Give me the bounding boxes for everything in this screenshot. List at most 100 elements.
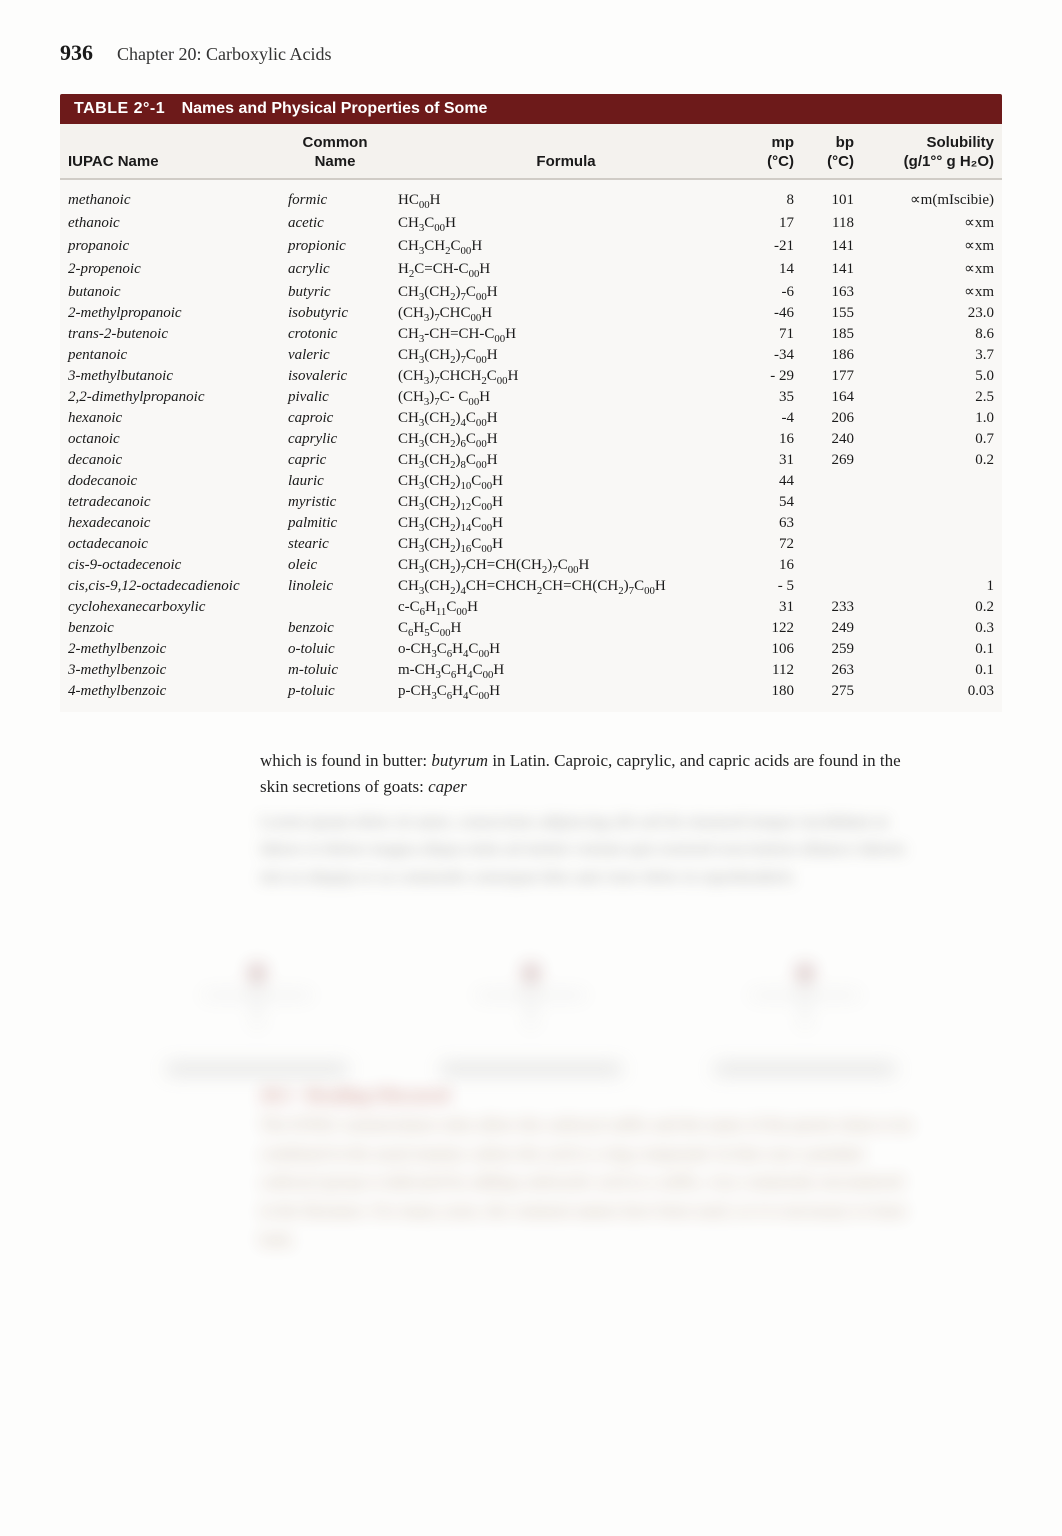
- cell-common: caproic: [280, 408, 390, 429]
- obscured-text-1: Lorem ipsum dolor sit amet, consectetur …: [260, 808, 920, 890]
- cell-bp: 269: [802, 450, 862, 471]
- cell-iupac: methanoic: [60, 179, 280, 211]
- cell-formula: CH3(CH2)14C00H: [390, 513, 742, 534]
- cell-formula: CH3(CH2)10C00H: [390, 471, 742, 492]
- cell-common: caprylic: [280, 429, 390, 450]
- cell-common: stearic: [280, 534, 390, 555]
- cell-mp: 180: [742, 681, 802, 712]
- table-row: methanoicformicHC00H8101∝m(mIscibie): [60, 179, 1002, 211]
- cell-mp: 16: [742, 429, 802, 450]
- cell-iupac: pentanoic: [60, 345, 280, 366]
- cell-mp: -34: [742, 345, 802, 366]
- cell-common: linoleic: [280, 576, 390, 597]
- cell-mp: - 29: [742, 366, 802, 387]
- cell-iupac: 2,2-dimethylpropanoic: [60, 387, 280, 408]
- cell-iupac: hexadecanoic: [60, 513, 280, 534]
- cell-common: myristic: [280, 492, 390, 513]
- table-row: 2,2-dimethylpropanoicpivalic(CH3)7C- C00…: [60, 387, 1002, 408]
- cell-bp: [802, 576, 862, 597]
- cell-iupac: 4-methylbenzoic: [60, 681, 280, 712]
- obscured-structure: [715, 940, 895, 1050]
- table-row: propanoicpropionicCH3CH2C00H-21141∝xm: [60, 234, 1002, 257]
- cell-bp: [802, 513, 862, 534]
- table-title-bar: TABLE 2°-1 Names and Physical Properties…: [60, 94, 1002, 124]
- cell-formula: m-CH3C6H4C00H: [390, 660, 742, 681]
- cell-common: formic: [280, 179, 390, 211]
- cell-formula: CH3(CH2)4CH=CHCH2CH=CH(CH2)7C00H: [390, 576, 742, 597]
- cell-bp: [802, 555, 862, 576]
- properties-table: IUPAC Name Common Name Formula mp (°C) b…: [60, 124, 1002, 712]
- cell-common: o-toluic: [280, 639, 390, 660]
- cell-formula: CH3(CH2)7C00H: [390, 345, 742, 366]
- cell-iupac: tetradecanoic: [60, 492, 280, 513]
- table-label: TABLE 2°-1: [74, 100, 165, 117]
- cell-mp: 106: [742, 639, 802, 660]
- cell-sol: 8.6: [862, 324, 1002, 345]
- table-row: hexanoiccaproicCH3(CH2)4C00H-42061.0: [60, 408, 1002, 429]
- cell-sol: 2.5: [862, 387, 1002, 408]
- cell-common: palmitic: [280, 513, 390, 534]
- cell-sol: 1: [862, 576, 1002, 597]
- cell-common: isobutyric: [280, 303, 390, 324]
- cell-bp: [802, 471, 862, 492]
- cell-bp: 163: [802, 280, 862, 303]
- cell-mp: 112: [742, 660, 802, 681]
- table-row: 2-methylpropanoicisobutyric(CH3)7CHC00H-…: [60, 303, 1002, 324]
- cell-formula: (CH3)7C- C00H: [390, 387, 742, 408]
- cell-bp: 141: [802, 257, 862, 280]
- cell-mp: 71: [742, 324, 802, 345]
- cell-mp: 44: [742, 471, 802, 492]
- cell-mp: -21: [742, 234, 802, 257]
- cell-sol: 0.2: [862, 450, 1002, 471]
- cell-bp: [802, 492, 862, 513]
- cell-bp: 164: [802, 387, 862, 408]
- latin-caper: caper: [428, 777, 467, 796]
- chapter-title: Chapter 20: Carboxylic Acids: [117, 44, 331, 65]
- cell-iupac: propanoic: [60, 234, 280, 257]
- cell-formula: CH3CH2C00H: [390, 234, 742, 257]
- cell-common: valeric: [280, 345, 390, 366]
- cell-sol: 5.0: [862, 366, 1002, 387]
- cell-sol: [862, 471, 1002, 492]
- cell-mp: -46: [742, 303, 802, 324]
- cell-common: crotonic: [280, 324, 390, 345]
- table-row: octadecanoicstearicCH3(CH2)16C00H72: [60, 534, 1002, 555]
- table-row: 4-methylbenzoicp-toluicp-CH3C6H4C00H1802…: [60, 681, 1002, 712]
- cell-iupac: cis,cis-9,12-octadecadienoic: [60, 576, 280, 597]
- cell-mp: 31: [742, 597, 802, 618]
- cell-mp: 72: [742, 534, 802, 555]
- cell-bp: 186: [802, 345, 862, 366]
- cell-formula: CH3-CH=CH-C00H: [390, 324, 742, 345]
- table-row: trans-2-butenoiccrotonicCH3-CH=CH-C00H71…: [60, 324, 1002, 345]
- cell-bp: 233: [802, 597, 862, 618]
- col-formula: Formula: [390, 124, 742, 179]
- table-row: tetradecanoicmyristicCH3(CH2)12C00H54: [60, 492, 1002, 513]
- cell-sol: 0.03: [862, 681, 1002, 712]
- cell-iupac: octanoic: [60, 429, 280, 450]
- cell-mp: 35: [742, 387, 802, 408]
- cell-common: isovaleric: [280, 366, 390, 387]
- col-sol: Solubility (g/1°° g H₂O): [862, 124, 1002, 179]
- cell-sol: 0.7: [862, 429, 1002, 450]
- cell-common: oleic: [280, 555, 390, 576]
- cell-iupac: ethanoic: [60, 211, 280, 234]
- table-row: octanoiccaprylicCH3(CH2)6C00H162400.7: [60, 429, 1002, 450]
- cell-bp: 206: [802, 408, 862, 429]
- cell-iupac: hexanoic: [60, 408, 280, 429]
- cell-iupac: cis-9-octadecenoic: [60, 555, 280, 576]
- cell-common: butyric: [280, 280, 390, 303]
- cell-mp: - 5: [742, 576, 802, 597]
- col-common: Common Name: [280, 124, 390, 179]
- col-bp: bp (°C): [802, 124, 862, 179]
- cell-bp: 263: [802, 660, 862, 681]
- cell-mp: 54: [742, 492, 802, 513]
- cell-bp: 240: [802, 429, 862, 450]
- cell-sol: 3.7: [862, 345, 1002, 366]
- cell-bp: [802, 534, 862, 555]
- cell-iupac: 3-methylbenzoic: [60, 660, 280, 681]
- table-row: dodecanoiclauricCH3(CH2)10C00H44: [60, 471, 1002, 492]
- col-iupac: IUPAC Name: [60, 124, 280, 179]
- table-caption: Names and Physical Properties of Some: [182, 100, 488, 117]
- cell-iupac: benzoic: [60, 618, 280, 639]
- cell-formula: CH3(CH2)4C00H: [390, 408, 742, 429]
